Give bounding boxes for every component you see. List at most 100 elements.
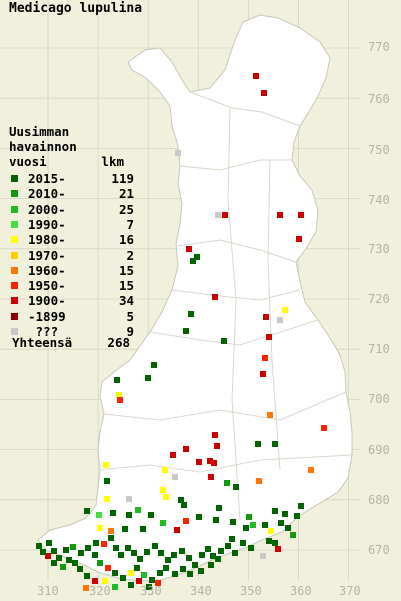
grid-label-north: 710	[368, 342, 390, 356]
legend-total-label: Yhteensä	[12, 335, 73, 350]
observation-square	[135, 507, 141, 513]
observation-square	[272, 540, 278, 546]
observation-square	[151, 362, 157, 368]
observation-square	[112, 584, 118, 590]
legend-count: 7	[126, 216, 134, 232]
grid-label-east: 350	[240, 584, 262, 598]
observation-square	[296, 236, 302, 242]
grid-label-east: 370	[339, 584, 361, 598]
observation-square	[260, 553, 266, 559]
observation-square	[277, 212, 283, 218]
observation-square	[170, 452, 176, 458]
legend-swatch	[11, 220, 18, 228]
observation-square	[112, 570, 118, 576]
observation-square	[253, 73, 259, 79]
grid-label-east: 320	[89, 584, 111, 598]
legend-row: 1990- 7	[9, 217, 134, 232]
observation-square	[213, 517, 219, 523]
grid-label-north: 670	[368, 543, 390, 557]
observation-square	[221, 338, 227, 344]
legend-row: 2000- 25	[9, 202, 134, 217]
grid-label-north: 700	[368, 392, 390, 406]
legend-count: 25	[118, 201, 134, 217]
observation-square	[113, 545, 119, 551]
observation-square	[277, 317, 283, 323]
observation-square	[105, 565, 111, 571]
observation-square	[122, 526, 128, 532]
observation-square	[126, 512, 132, 518]
legend-count-header: lkm	[101, 154, 124, 169]
observation-square	[84, 573, 90, 579]
observation-square	[104, 496, 110, 502]
observation-square	[240, 540, 246, 546]
observation-square	[282, 307, 288, 313]
observation-square	[108, 528, 114, 534]
observation-square	[178, 497, 184, 503]
grid-label-east: 330	[140, 584, 162, 598]
legend-heading-line: havainnon	[9, 139, 77, 154]
observation-square	[174, 527, 180, 533]
legend-total-count: 268	[107, 335, 130, 350]
legend-swatch	[11, 266, 18, 274]
observation-square	[294, 513, 300, 519]
observation-square	[272, 508, 278, 514]
observation-square	[188, 311, 194, 317]
observation-square	[155, 580, 161, 586]
legend-swatch	[11, 251, 18, 259]
legend-period: -1899	[28, 308, 66, 324]
legend-period: 1990-	[28, 216, 66, 232]
observation-square	[248, 545, 254, 551]
legend-period: 1960-	[28, 262, 66, 278]
legend-period: 2010-	[28, 186, 66, 202]
observation-square	[160, 487, 166, 493]
observation-square	[40, 549, 46, 555]
observation-square	[110, 510, 116, 516]
observation-square	[102, 578, 108, 584]
observation-square	[212, 294, 218, 300]
legend-row: 1980- 16	[9, 232, 134, 247]
legend-count: 2	[126, 247, 134, 263]
grid-label-east: 360	[290, 584, 312, 598]
legend-row: 1960- 15	[9, 263, 134, 278]
observation-square	[256, 478, 262, 484]
observation-square	[216, 505, 222, 511]
legend-row: 2015- 119	[9, 171, 134, 186]
grid-label-north: 730	[368, 242, 390, 256]
observation-square	[321, 425, 327, 431]
observation-square	[243, 525, 249, 531]
finland-outline	[37, 14, 353, 582]
legend-count: 34	[118, 293, 134, 309]
observation-square	[172, 571, 178, 577]
observation-square	[72, 560, 78, 566]
observation-square	[60, 564, 66, 570]
observation-square	[114, 377, 120, 383]
observation-square	[232, 550, 238, 556]
legend-count: 21	[118, 186, 134, 202]
observation-square	[262, 355, 268, 361]
observation-square	[285, 525, 291, 531]
observation-square	[225, 543, 231, 549]
legend-row: 1950- 15	[9, 278, 134, 293]
observation-square	[158, 550, 164, 556]
grid-label-north: 740	[368, 193, 390, 207]
observation-square	[192, 562, 198, 568]
legend-period: ???	[28, 324, 59, 339]
observation-square	[205, 546, 211, 552]
observation-square	[267, 412, 273, 418]
legend-row: -1899 5	[9, 309, 134, 324]
observation-square	[131, 550, 137, 556]
observation-square	[162, 467, 168, 473]
legend-swatch	[11, 282, 18, 290]
observation-square	[179, 548, 185, 554]
observation-square	[183, 518, 189, 524]
observation-square	[298, 212, 304, 218]
observation-square	[51, 548, 57, 554]
observation-square	[45, 553, 51, 559]
observation-square	[180, 566, 186, 572]
observation-square	[282, 511, 288, 517]
legend-period: 1900-	[28, 293, 66, 309]
observation-square	[181, 502, 187, 508]
observation-square	[229, 536, 235, 542]
observation-square	[190, 258, 196, 264]
observation-square	[56, 555, 62, 561]
